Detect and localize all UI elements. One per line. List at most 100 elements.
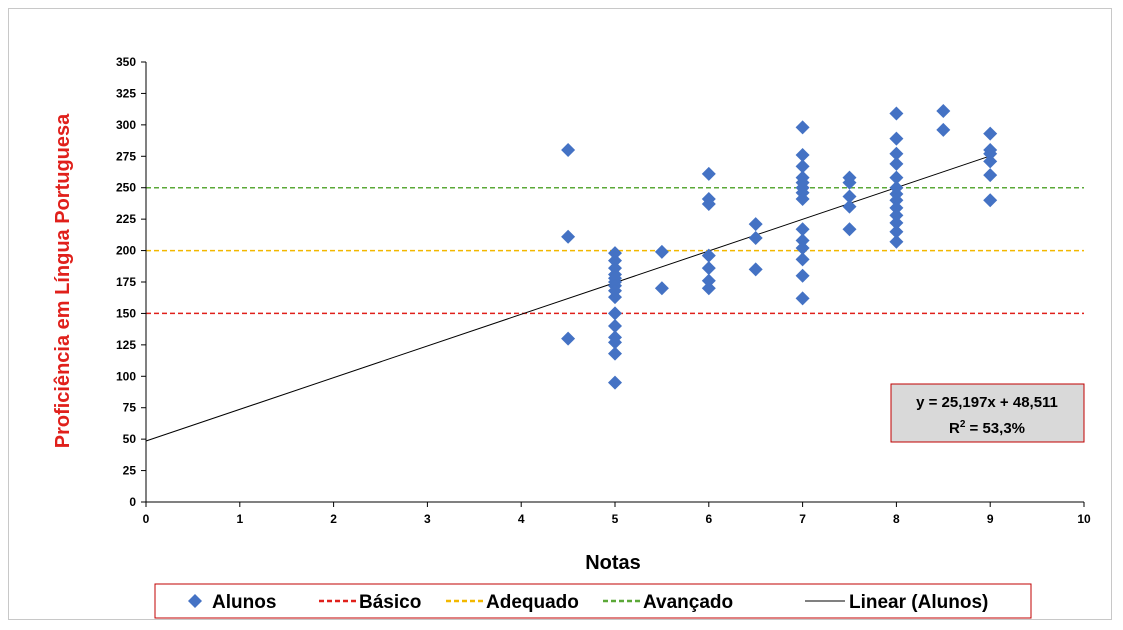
data-point	[701, 248, 716, 263]
data-point	[608, 306, 622, 321]
data-point	[561, 229, 576, 244]
trendline-r-squared: R2 = 53,3%	[949, 419, 1025, 437]
legend-item-alunos: Alunos	[188, 592, 276, 613]
data-point	[654, 244, 669, 259]
trendline-equation-box: y = 25,197x + 48,511 R2 = 53,3%	[890, 383, 1085, 443]
y-tick-label: 125	[116, 338, 136, 352]
y-tick-label: 25	[123, 464, 137, 478]
x-tick-label: 6	[705, 512, 712, 526]
data-points	[561, 104, 998, 390]
data-point	[748, 231, 763, 245]
data-point	[748, 217, 763, 232]
data-point	[936, 122, 951, 137]
x-tick-label: 3	[424, 512, 431, 526]
data-point	[889, 106, 904, 121]
y-tick-label: 200	[116, 244, 136, 258]
x-axis-ticks: 0 1 2 3 4 5 6 7 8 9 10	[143, 502, 1091, 526]
y-tick-label: 325	[116, 86, 136, 100]
legend-item-linear: Linear (Alunos)	[805, 592, 988, 613]
data-point	[795, 192, 810, 207]
x-tick-label: 2	[330, 512, 337, 526]
data-point	[842, 175, 857, 190]
x-tick-label: 5	[612, 512, 619, 526]
data-point	[983, 193, 998, 208]
y-axis-ticks: 0 25 50 75 100 125 150 175 200 225 250 275 300 325 350	[116, 55, 146, 509]
legend: Alunos Básico Adequado Avançado Linear (…	[154, 583, 1032, 619]
legend-item-adequado: Adequado	[446, 592, 579, 613]
data-point	[936, 104, 951, 119]
data-point	[889, 208, 904, 223]
data-point	[842, 222, 857, 237]
legend-box	[154, 583, 1032, 619]
data-point	[983, 168, 998, 183]
data-point	[608, 319, 622, 333]
legend-diamond-icon	[188, 594, 202, 608]
data-point	[608, 375, 622, 390]
data-point	[795, 233, 810, 248]
y-tick-label: 300	[116, 118, 136, 132]
data-point	[561, 331, 576, 346]
y-tick-label: 350	[116, 55, 136, 69]
data-point	[842, 199, 857, 214]
y-tick-label: 250	[116, 181, 136, 195]
axes	[145, 62, 1084, 503]
equation-box-background	[890, 383, 1085, 443]
data-point	[701, 166, 716, 181]
data-point	[701, 281, 716, 296]
chart-frame: 0 25 50 75 100 125 150 175 200 225 250 275 300 325 350…	[8, 8, 1112, 620]
y-tick-label: 225	[116, 212, 136, 226]
y-tick-label: 0	[129, 495, 136, 509]
legend-item-basico: Básico	[319, 592, 421, 613]
trendline-equation: y = 25,197x + 48,511	[916, 394, 1058, 411]
data-point	[748, 262, 763, 277]
legend-item-avancado: Avançado	[603, 592, 733, 613]
data-point	[842, 189, 857, 204]
data-point	[561, 143, 576, 157]
y-axis-title: Proficiência em Língua Portuguesa	[52, 113, 74, 448]
legend-label-avancado: Avançado	[643, 592, 733, 613]
y-tick-label: 275	[116, 149, 136, 163]
data-point	[795, 252, 810, 267]
data-point	[889, 131, 904, 146]
y-tick-label: 175	[116, 275, 136, 289]
data-point	[889, 224, 904, 239]
data-point	[795, 148, 810, 163]
data-point	[889, 234, 904, 249]
data-point	[608, 335, 622, 350]
data-point	[889, 200, 904, 215]
data-point	[701, 273, 716, 288]
x-tick-label: 8	[893, 512, 900, 526]
data-point	[608, 253, 622, 268]
data-point	[889, 146, 904, 161]
trendline-path	[145, 155, 991, 442]
data-point	[654, 281, 669, 296]
data-point	[983, 146, 998, 161]
legend-label-linear: Linear (Alunos)	[849, 592, 988, 613]
legend-label-adequado: Adequado	[486, 592, 579, 613]
y-tick-label: 50	[123, 432, 137, 446]
data-point	[795, 120, 810, 135]
x-tick-label: 10	[1077, 512, 1091, 526]
data-point	[795, 241, 810, 256]
x-tick-label: 4	[518, 512, 525, 526]
y-tick-label: 75	[123, 401, 137, 415]
y-tick-label: 100	[116, 369, 136, 383]
x-axis-title: Notas	[585, 552, 641, 574]
scatter-chart: 0255075100125150175200225250275300325350…	[52, 55, 1091, 619]
data-point	[608, 346, 622, 361]
data-point	[983, 126, 998, 141]
data-point	[983, 154, 998, 169]
data-point	[795, 291, 810, 306]
x-tick-label: 9	[987, 512, 994, 526]
data-point	[889, 193, 904, 208]
legend-label-alunos: Alunos	[212, 592, 276, 613]
y-tick-label: 150	[116, 306, 136, 320]
x-tick-label: 7	[799, 512, 806, 526]
x-tick-label: 0	[143, 512, 150, 526]
data-point	[889, 156, 904, 171]
trendline	[145, 155, 991, 442]
data-point	[795, 268, 810, 283]
data-point	[701, 261, 716, 276]
data-point	[701, 197, 716, 212]
data-point	[795, 222, 810, 237]
